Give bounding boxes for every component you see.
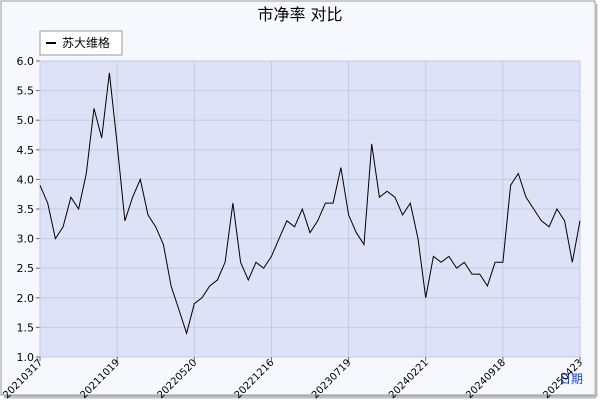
y-tick-label: 5.0	[17, 114, 35, 127]
y-tick-label: 1.0	[17, 351, 35, 364]
chart-title: 市净率 对比	[257, 5, 342, 24]
y-tick-label: 3.5	[17, 203, 35, 216]
line	[39, 72, 581, 336]
x-axis-label: 日期	[559, 372, 583, 386]
y-tick-label: 1.5	[17, 321, 35, 334]
y-tick-label: 5.5	[17, 85, 35, 98]
y-tick-label: 6.0	[17, 55, 35, 68]
y-tick-label: 4.5	[17, 144, 35, 157]
y-tick-label: 2.5	[17, 262, 35, 275]
legend-label: 苏大维格	[62, 35, 110, 50]
y-tick-label: 2.0	[17, 292, 35, 305]
y-tick-label: 3.0	[17, 233, 35, 246]
y-tick-label: 4.0	[17, 173, 35, 186]
